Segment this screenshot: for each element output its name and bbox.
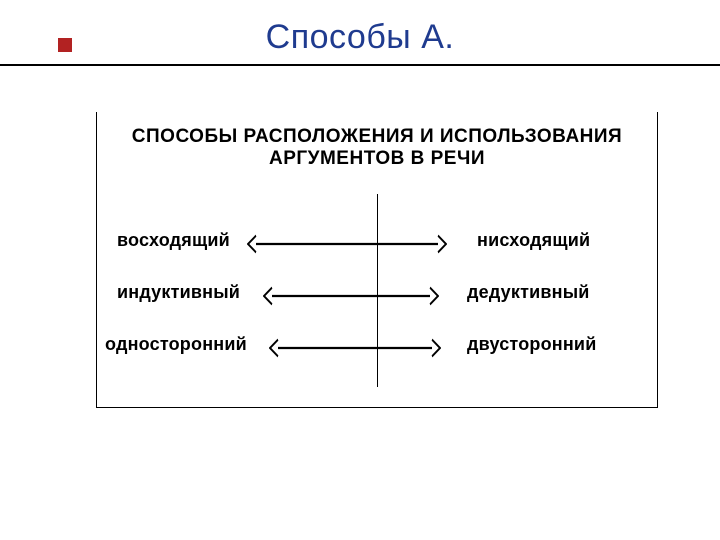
title-block: Способы А. (0, 18, 720, 57)
diagram-heading-line1: СПОСОБЫ РАСПОЛОЖЕНИЯ И ИСПОЛЬЗОВАНИЯ (97, 126, 657, 148)
page-title: Способы А. (266, 18, 455, 56)
pair-left-label: односторонний (105, 334, 247, 355)
slide: Способы А. СПОСОБЫ РАСПОЛОЖЕНИЯ И ИСПОЛЬ… (0, 0, 720, 540)
pair-left-label: восходящий (117, 230, 230, 251)
double-arrow-icon (269, 338, 441, 358)
diagram-frame: СПОСОБЫ РАСПОЛОЖЕНИЯ И ИСПОЛЬЗОВАНИЯ АРГ… (96, 112, 658, 408)
double-arrow-icon (247, 234, 447, 254)
double-arrow-icon (263, 286, 439, 306)
pair-left-label: индуктивный (117, 282, 240, 303)
pair-right-label: двусторонний (467, 334, 596, 355)
diagram-heading-line2: АРГУМЕНТОВ В РЕЧИ (97, 148, 657, 170)
title-divider (0, 64, 720, 66)
diagram-heading: СПОСОБЫ РАСПОЛОЖЕНИЯ И ИСПОЛЬЗОВАНИЯ АРГ… (97, 126, 657, 170)
pair-right-label: дедуктивный (467, 282, 590, 303)
pair-right-label: нисходящий (477, 230, 590, 251)
